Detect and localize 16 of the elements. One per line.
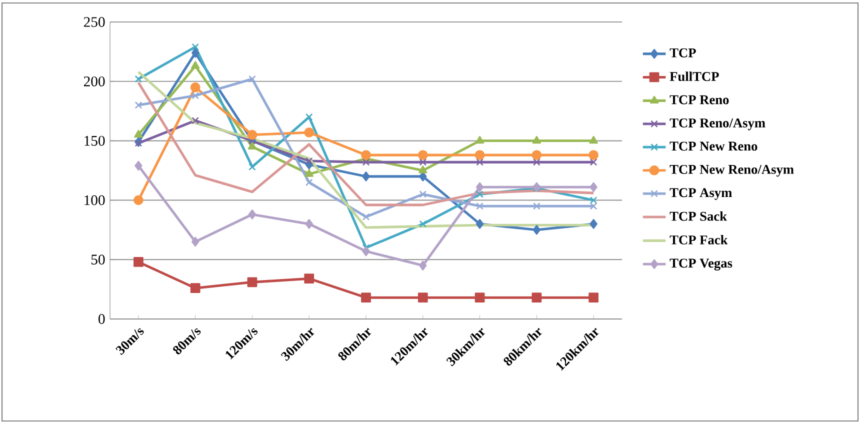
legend-label: TCP Vegas — [670, 258, 732, 270]
legend-label: TCP Reno — [670, 95, 729, 104]
y-tick-label: 100 — [84, 195, 105, 206]
y-tick-label: 150 — [84, 136, 105, 146]
y-tick-label: 50 — [91, 254, 105, 265]
legend-label: TCP New Reno — [670, 142, 758, 151]
legend-label: TCP New Reno/Asym — [670, 164, 794, 177]
legend-label: TCP Fack — [670, 235, 728, 244]
legend-label: FullTCP — [670, 72, 719, 82]
y-tick-label: 0 — [98, 314, 105, 324]
legend-label: TCP Asym — [670, 188, 732, 200]
legend-label: TCP — [670, 48, 696, 58]
y-tick-label: 250 — [84, 17, 105, 27]
legend-label: TCP Sack — [670, 211, 727, 221]
legend-label: TCP Reno/Asym — [670, 118, 766, 130]
y-tick-label: 200 — [84, 76, 105, 86]
